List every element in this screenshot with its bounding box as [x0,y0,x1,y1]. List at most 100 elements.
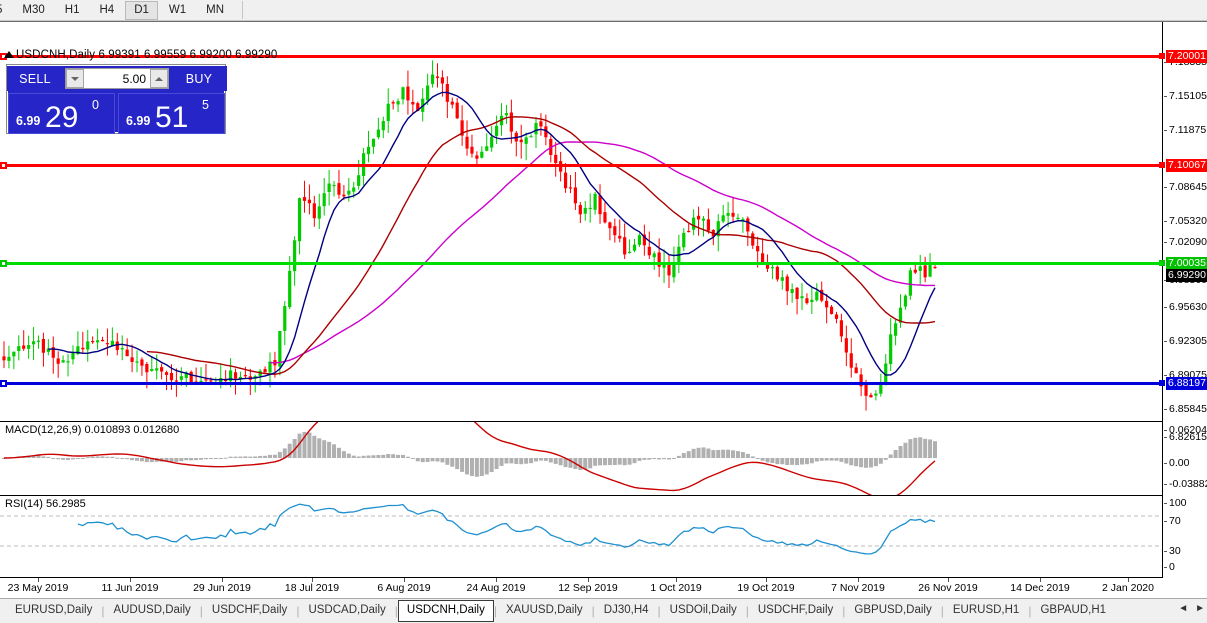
time-tick-mark [496,578,497,582]
tab-divider: | [940,604,944,618]
tick-mark [1164,375,1167,376]
level-line-resistance-mid[interactable] [0,162,1163,169]
time-tick-mark [1040,578,1041,582]
time-tick-mark [676,578,677,582]
rsi-tick-label: 30 [1169,545,1181,557]
tab-scroll-controls[interactable]: ◄ ► [1178,603,1205,614]
volume-decrease-button[interactable] [66,69,84,88]
timeframe-button-h1[interactable]: H1 [64,3,80,16]
tick-mark [1164,409,1167,410]
rsi-tick-label: 0 [1169,561,1175,573]
chevron-down-icon [71,76,79,81]
tick-mark [1164,130,1167,131]
level-line-support-level[interactable] [0,380,1163,387]
time-tick-mark [312,578,313,582]
buy-button[interactable]: BUY [171,66,227,91]
macd-tick-label: 0.062042 [1169,424,1207,436]
level-line-target-level[interactable] [0,260,1163,267]
price-tick-label: 6.82615 [1169,431,1207,443]
timeframe-button-m30[interactable]: M30 [22,3,45,16]
time-tick-label: 18 Jul 2019 [284,582,340,594]
sell-price-quote[interactable]: 6.99 29 0 [8,93,115,134]
buy-price-fraction: 5 [202,98,209,112]
buy-price-quote[interactable]: 6.99 51 5 [118,93,225,134]
chart-tab-gbpaud-h1[interactable]: GBPAUD,H1 [1040,604,1107,616]
timeframe-button-5[interactable]: 5 [0,1,11,20]
rsi-plot [0,503,1162,555]
volume-value[interactable]: 5.00 [122,71,146,86]
price-tick-label: 6.85845 [1169,403,1207,415]
timeframe-toolbar: 5 M30 H1 H4 D1 W1 MN [0,0,1207,21]
tick-mark [1164,430,1167,431]
tick-mark [1164,551,1167,552]
price-label-support-level[interactable]: 6.88197 [1166,377,1207,390]
chart-area[interactable]: USDCNH,Daily 6.99391 6.99559 6.99200 6.9… [0,21,1207,599]
tick-mark [1164,521,1167,522]
level-anchor-handle[interactable] [0,260,7,267]
time-tick-mark [766,578,767,582]
volume-increase-button[interactable] [150,69,168,88]
level-anchor-handle[interactable] [0,380,7,387]
time-scale[interactable]: 23 May 2019 11 Jun 2019 29 Jun 2019 18 Jul … [0,578,1163,599]
candlestick-plot [2,60,937,411]
chevron-up-icon [155,76,163,81]
timeframe-button-mn[interactable]: MN [206,3,225,16]
chart-tab-dj30-h4[interactable]: DJ30,H4 [603,604,649,616]
time-tick-mark [222,578,223,582]
tick-mark [1164,280,1167,281]
sell-price-prefix: 6.99 [16,114,41,128]
price-tick-label: 7.05320 [1169,215,1207,227]
chart-tab-usdchf-daily[interactable]: USDCHF,Daily [757,604,834,616]
tab-divider: | [842,604,846,618]
price-label-resistance-upper[interactable]: 7.20001 [1166,50,1207,63]
chart-tab-gbpusd-daily[interactable]: GBPUSD,Daily [854,604,932,616]
time-tick-label: 6 Aug 2019 [377,582,431,594]
chart-ohlc-header: USDCNH,Daily 6.99391 6.99559 6.99200 6.9… [16,49,278,61]
tab-divider: | [657,604,661,618]
chart-tab-xauusd-daily[interactable]: XAUUSD,Daily [505,604,583,616]
sell-button[interactable]: SELL [7,66,63,91]
buy-price-prefix: 6.99 [126,114,151,128]
one-click-trading-panel[interactable]: SELL 5.00 BUY 6.99 29 0 6.99 [6,64,227,134]
chart-tab-usdchf-daily[interactable]: USDCHF,Daily [211,604,288,616]
time-tick-label: 29 Jun 2019 [193,582,251,594]
level-anchor-handle[interactable] [0,162,7,169]
chart-tab-eurusd-h1[interactable]: EURUSD,H1 [952,604,1020,616]
time-tick-mark [858,578,859,582]
tick-mark [1164,96,1167,97]
rsi-tick-label: 100 [1169,497,1187,509]
time-tick-label: 11 Jun 2019 [101,582,159,594]
timeframe-button-d1[interactable]: D1 [125,0,158,20]
chart-tab-eurusd-daily[interactable]: EURUSD,Daily [15,604,93,616]
tab-scroll-left-icon[interactable]: ◄ [1178,603,1189,614]
time-tick-label: 1 Oct 2019 [650,582,702,594]
timeframe-button-w1[interactable]: W1 [168,3,187,16]
time-tick-mark [588,578,589,582]
tick-mark [1164,437,1167,438]
price-label-resistance-mid[interactable]: 7.10067 [1166,159,1207,172]
price-tick-label: 6.92305 [1169,335,1207,347]
tick-mark [1164,62,1167,63]
timeframe-button-h4[interactable]: H4 [99,3,115,16]
macd-pane[interactable]: MACD(12,26,9) 0.010893 0.012680 [0,422,1163,496]
tab-divider: | [199,604,203,618]
macd-tick-label: 0.00 [1169,457,1190,469]
tick-mark [1164,503,1167,504]
chart-tab-audusd-daily[interactable]: AUDUSD,Daily [113,604,191,616]
price-scale[interactable]: 7.183357.151057.118757.086457.053207.020… [1159,22,1207,578]
volume-input[interactable]: 5.00 [65,68,169,89]
chart-tab-bar[interactable]: EURUSD,Daily | AUDUSD,Daily | USDCHF,Daily | U… [0,598,1207,623]
tab-scroll-right-icon[interactable]: ► [1195,603,1205,614]
chart-tab-usdcnh-daily[interactable]: USDCNH,Daily [397,600,494,622]
price-tick-label: 7.02090 [1169,236,1207,248]
price-label-target-level[interactable]: 7.00035 [1166,257,1207,270]
rsi-pane[interactable]: RSI(14) 56.2985 [0,496,1163,578]
price-tick-label: 7.08645 [1169,181,1207,193]
time-tick-label: 12 Sep 2019 [558,582,618,594]
chart-tab-usdoil-daily[interactable]: USDOil,Daily [669,604,737,616]
tick-mark [1164,242,1167,243]
tab-divider: | [101,604,105,618]
price-tick-label: 7.11875 [1169,124,1207,136]
chart-tab-usdcad-daily[interactable]: USDCAD,Daily [308,604,386,616]
tab-divider: | [745,604,749,618]
